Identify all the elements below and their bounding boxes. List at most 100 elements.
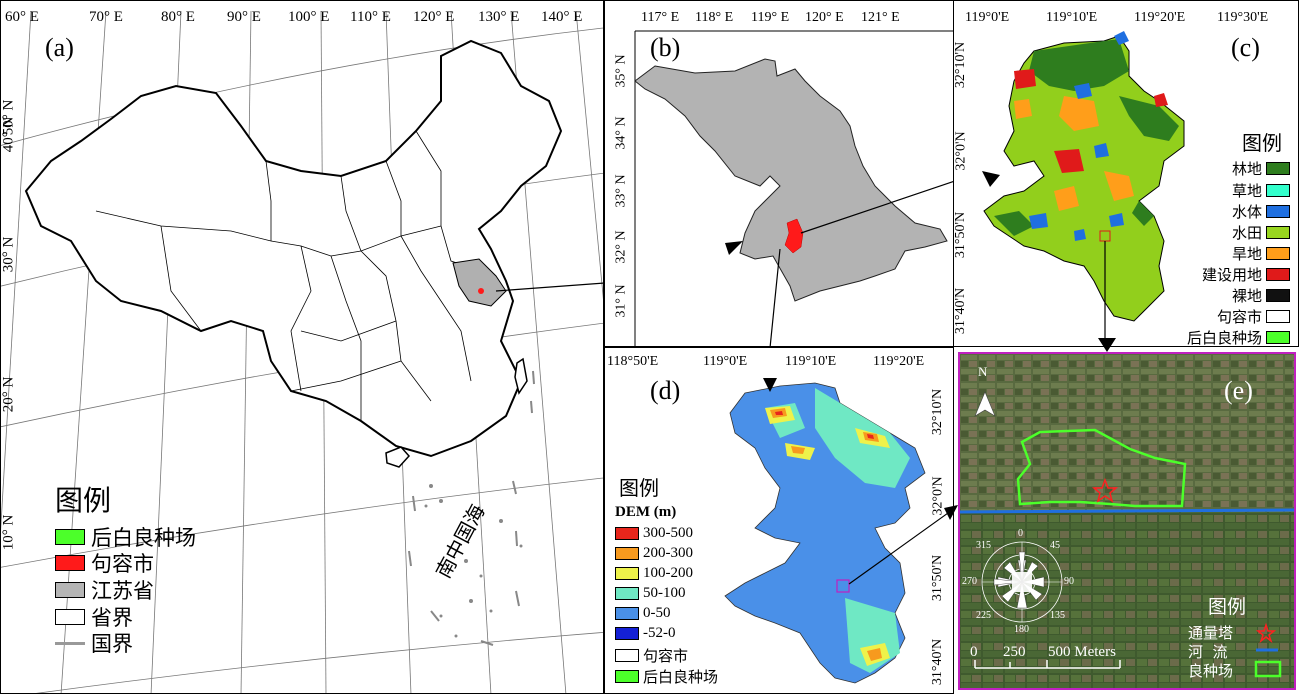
lon-label: 70° E	[89, 9, 123, 25]
lon-label: 80° E	[161, 9, 195, 25]
legend-label: 水体	[1231, 203, 1262, 221]
rose-label: 270	[962, 576, 977, 587]
river-line	[960, 508, 1294, 514]
panel-e-satellite: (e) N 0 45 90 135 180 225 270 315 0 250 …	[958, 352, 1296, 690]
scale-bar	[974, 660, 1121, 669]
legend-swatch	[615, 547, 639, 560]
panel-b-ticks	[634, 30, 953, 346]
lon-label: 140° E	[541, 9, 583, 25]
legend-label: 裸地	[1231, 287, 1262, 305]
lon-label: 119° E	[751, 10, 790, 25]
legend-title: 图例	[1208, 596, 1247, 618]
houbai-farm-box	[836, 579, 850, 593]
arrow-b-to-d	[769, 248, 781, 346]
north-label: N	[978, 364, 988, 379]
legend-label: 水田	[1231, 224, 1262, 242]
legend-item: 50-100	[615, 585, 686, 602]
lat-label: 32° N	[613, 230, 629, 264]
legend-swatch	[55, 555, 85, 571]
legend-label: 后白良种场	[643, 668, 719, 686]
legend-label: 后白良种场	[91, 526, 196, 550]
legend-swatch	[1266, 247, 1290, 260]
legend-item: 水田	[1232, 222, 1290, 243]
legend-item: 水体	[1232, 201, 1290, 222]
water-patches	[1029, 31, 1129, 241]
lat-label: 31°50'N	[953, 211, 969, 259]
lon-label: 118° E	[695, 10, 734, 25]
legend-item-border: 国界	[55, 628, 133, 658]
lon-label: 130° E	[478, 9, 520, 25]
legend-item: -52-0	[615, 625, 676, 642]
arrow-d-to-e	[848, 508, 953, 585]
legend-label: 通量塔	[1188, 624, 1234, 642]
lon-label: 118°50'E	[607, 354, 659, 369]
wind-rose	[981, 541, 1063, 623]
legend-title: 图例	[1242, 131, 1282, 155]
legend-item: 句容市	[1217, 306, 1290, 327]
panel-d-dem-map: (d) 118°50'E 119°0'E 119°10'E 119°20'E 3…	[604, 347, 954, 694]
panel-c-letter: (c)	[1231, 33, 1260, 62]
lat-label: 34° N	[613, 116, 629, 150]
hainan-island	[385, 446, 411, 468]
lon-label: 119°30'E	[1217, 10, 1269, 25]
arrowhead-b-to-d	[763, 378, 777, 392]
legend-swatch	[1266, 162, 1290, 175]
legend-title: 图例	[619, 476, 659, 500]
legend-label: 国界	[91, 632, 133, 656]
legend-item-jiangsu: 江苏省	[55, 575, 154, 605]
nine-dash-line	[408, 370, 535, 646]
rose-label: 90	[1064, 576, 1074, 587]
legend-label: -52-0	[643, 625, 676, 641]
legend-swatch	[615, 670, 639, 683]
legend-label: 句容市	[1216, 308, 1262, 326]
houbai-farm-boundary	[1016, 428, 1187, 508]
scale-label-zero: 0	[970, 644, 978, 660]
legend-swatch	[615, 607, 639, 620]
legend-line	[55, 641, 85, 645]
taiwan-island	[514, 357, 528, 395]
legend-item: 200-300	[615, 545, 693, 562]
legend-swatch	[1266, 331, 1290, 344]
legend-label: 省界	[91, 606, 133, 630]
legend-label: 50-100	[643, 585, 686, 601]
legend-swatch	[615, 587, 639, 600]
china-outline	[24, 39, 563, 458]
panel-d-letter: (d)	[650, 376, 681, 405]
legend-item: 0-50	[615, 605, 671, 622]
legend-swatch	[615, 567, 639, 580]
lon-label: 120° E	[413, 9, 455, 25]
lat-label: 31°50'N	[930, 554, 946, 602]
legend-label: 草地	[1231, 182, 1262, 200]
dem-200-500	[770, 408, 882, 661]
lon-label: 117° E	[641, 10, 680, 25]
jiangsu-fill	[452, 258, 507, 307]
legend-item: 300-500	[615, 525, 693, 542]
satellite-lower	[960, 512, 1294, 688]
legend-swatch	[1266, 289, 1290, 302]
arrowhead-a-to-b	[725, 241, 743, 255]
scale-label-end: 500 Meters	[1048, 644, 1116, 660]
legend-label: 后白良种场	[1186, 329, 1262, 347]
lat-label: 31°40'N	[953, 287, 969, 335]
panel-a-letter: (a)	[45, 33, 74, 62]
dem-map-svg	[724, 378, 953, 684]
legend-label: 100-200	[643, 565, 693, 581]
panel-b-jiangsu-map: (b) 117° E 118° E 119° E 120° E 121° E 3…	[604, 0, 954, 347]
legend-swatch	[1266, 310, 1290, 323]
legend-item: 旱地	[1232, 243, 1290, 264]
legend-farm-icon	[1254, 660, 1282, 678]
lat-label: 32°0'N	[953, 131, 969, 171]
lat-label: 31°40'N	[930, 638, 946, 686]
jurong-marker	[478, 288, 484, 294]
builtup-patches	[1014, 69, 1168, 173]
lon-label: 119°0'E	[965, 10, 1010, 25]
panel-b-letter: (b)	[650, 33, 681, 62]
north-arrow-icon	[974, 391, 996, 417]
lat-label: 35° N	[613, 54, 629, 88]
legend-label: 良种场	[1188, 662, 1234, 680]
legend-label: 旱地	[1231, 245, 1262, 263]
legend-item: 句容市	[615, 645, 688, 666]
lon-label: 119°10'E	[1046, 10, 1098, 25]
province-borders	[95, 130, 482, 421]
